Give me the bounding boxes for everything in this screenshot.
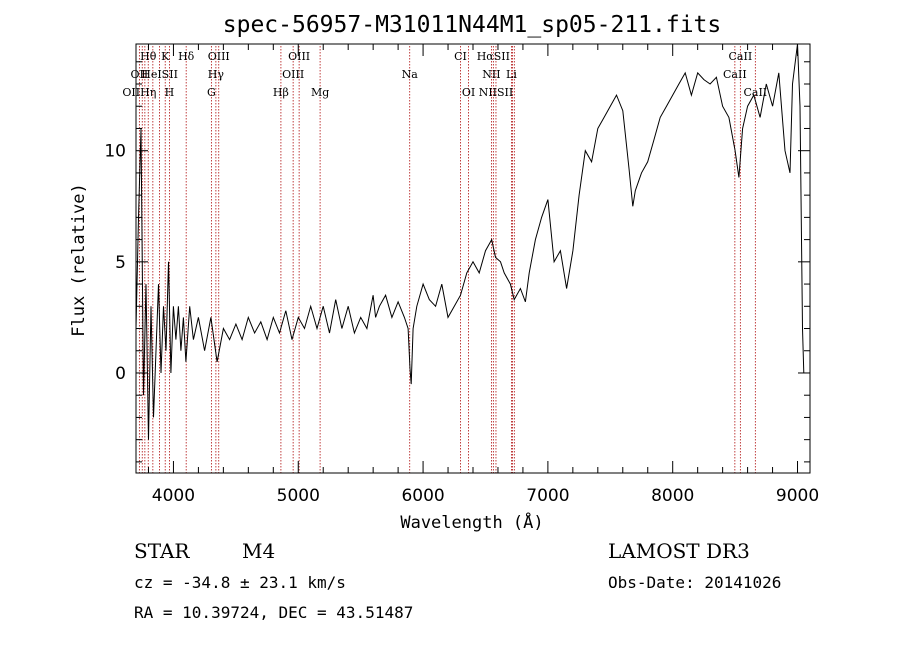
line-label: Hδ — [178, 50, 195, 63]
axis-ticks: 4000 5000 6000 7000 8000 9000 0 5 10 — [104, 44, 819, 506]
y-tick-label: 10 — [104, 142, 126, 162]
x-tick-label: 4000 — [152, 486, 195, 506]
line-label: Li — [506, 68, 517, 81]
x-tick-label: 6000 — [401, 486, 444, 506]
x-tick-label: 5000 — [277, 486, 320, 506]
line-label: OIII — [208, 50, 230, 63]
line-label: Mg — [311, 86, 329, 99]
line-label: Na — [402, 68, 419, 81]
line-label: H — [165, 86, 175, 99]
redshift-cz: cz = -34.8 ± 23.1 km/s — [134, 573, 346, 592]
line-label: NII — [482, 68, 500, 81]
line-label: OI — [462, 86, 475, 99]
flux-line — [135, 43, 805, 440]
line-label: NIISII — [479, 86, 514, 99]
line-label: OIII — [282, 68, 304, 81]
survey-name: LAMOST DR3 — [608, 539, 750, 563]
line-label: OIIHη — [122, 86, 156, 99]
x-tick-label: 7000 — [526, 486, 569, 506]
line-label: Hγ — [208, 68, 225, 81]
chart-title: spec-56957-M31011N44M1_sp05-211.fits — [223, 12, 722, 38]
plot-frame — [135, 43, 811, 474]
line-label: CaII — [723, 68, 747, 81]
line-label: Hθ — [140, 50, 157, 63]
y-tick-label: 5 — [115, 253, 126, 273]
line-label: CaII — [729, 50, 753, 63]
y-tick-label: 0 — [115, 364, 126, 384]
line-label: CaII — [743, 86, 767, 99]
line-label: OIII — [288, 50, 310, 63]
obs-date: Obs-Date: 20141026 — [608, 573, 781, 592]
x-tick-label: 9000 — [776, 486, 819, 506]
line-label: Hβ — [273, 86, 289, 99]
object-subclass: M4 — [242, 539, 275, 563]
object-class: STAR — [134, 539, 190, 563]
line-label: CI — [454, 50, 467, 63]
line-label: HαSII — [477, 50, 510, 63]
line-label: G — [207, 86, 216, 99]
x-axis-label: Wavelength (Å) — [400, 511, 543, 533]
line-label: K — [161, 50, 170, 63]
y-axis-label: Flux (relative) — [69, 183, 89, 337]
line-label: OII — [131, 68, 149, 81]
line-markers — [138, 46, 756, 473]
x-tick-label: 8000 — [651, 486, 694, 506]
line-label: HeISII — [141, 68, 178, 81]
ra-dec: RA = 10.39724, DEC = 43.51487 — [134, 603, 413, 622]
